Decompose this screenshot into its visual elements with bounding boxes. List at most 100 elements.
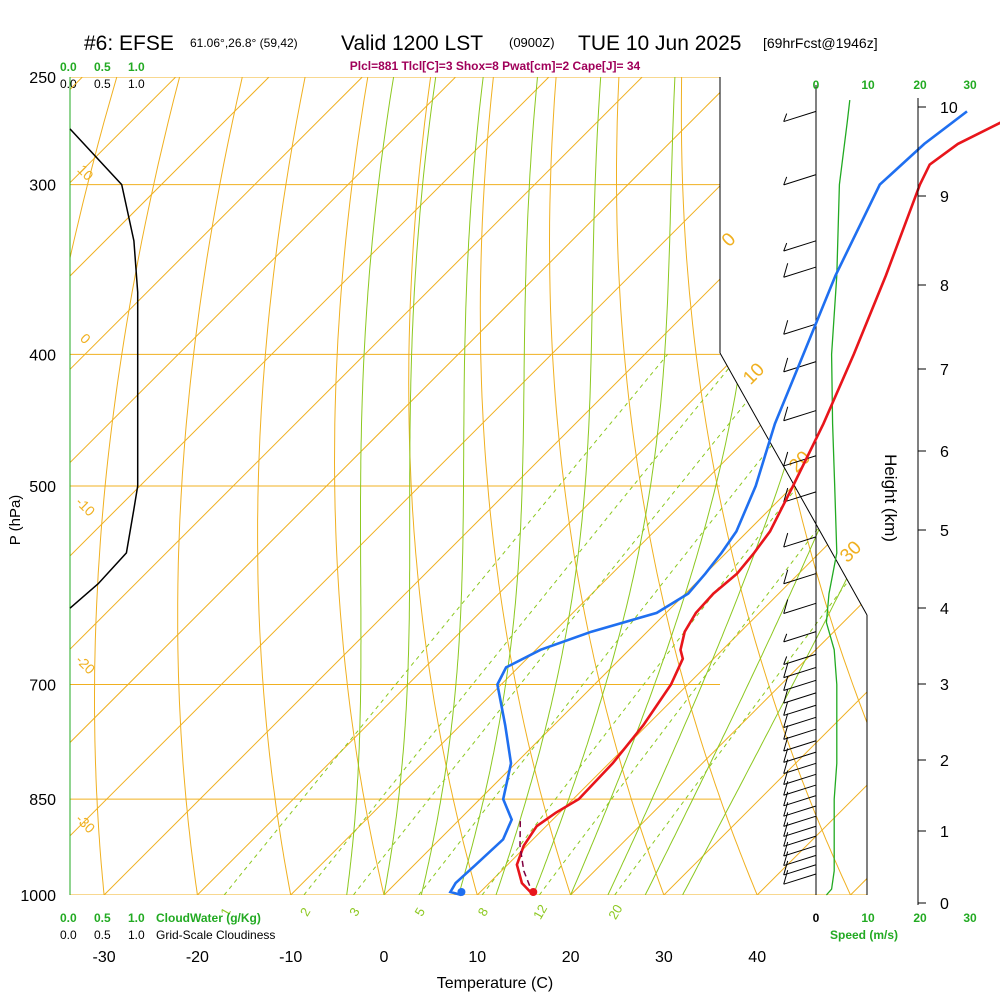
wind-barb — [783, 701, 817, 716]
wind-barb-staff — [783, 455, 817, 467]
wind-barb-staff — [783, 740, 817, 752]
height-tick-label: 9 — [940, 189, 949, 206]
valid-zulu: (0900Z) — [509, 35, 555, 50]
wind-barb — [783, 569, 817, 585]
x-tick-label: 20 — [562, 949, 580, 966]
wind-barb-staff — [783, 692, 817, 704]
moist-adiabat-line — [346, 77, 395, 895]
isotherm-line — [197, 77, 867, 895]
height-tick-label: 1 — [940, 824, 949, 841]
wind-barb — [783, 802, 817, 817]
wind-barb-staff — [783, 773, 817, 785]
pressure-tick-label: 850 — [29, 792, 56, 809]
wind-barb-flag — [783, 870, 789, 885]
pressure-tick-label: 500 — [29, 479, 56, 496]
wind-barb-staff — [783, 784, 817, 796]
pressure-tick-label: 250 — [29, 70, 56, 87]
parcel-path — [519, 820, 534, 896]
height-axis-label: Height (km) — [881, 454, 900, 542]
wind-barb-staff — [783, 491, 817, 503]
cloudiness-tick-bottom: 0.0 — [60, 928, 77, 942]
wind-barb — [783, 451, 817, 467]
wind-barb-staff — [783, 835, 817, 847]
wind-barb-staff — [783, 795, 817, 807]
wind-barb-staff — [783, 815, 817, 827]
height-tick-label: 8 — [940, 278, 949, 295]
wind-barb — [783, 110, 817, 123]
surface-temperature-dot — [529, 888, 538, 896]
wind-barb — [783, 832, 817, 847]
cloudiness-legend: Grid-Scale Cloudiness — [156, 928, 275, 942]
wind-barb-flag — [783, 713, 789, 728]
x-axis-label: Temperature (C) — [437, 975, 553, 992]
isotherm-line — [70, 77, 363, 895]
valid-date: TUE 10 Jun 2025 — [578, 32, 741, 55]
wind-barb-flag — [783, 860, 789, 876]
wind-barb-flag — [783, 725, 789, 740]
wind-barb-staff — [783, 323, 817, 335]
wind-barb-staff — [783, 728, 817, 740]
wind-barb-flag — [783, 822, 789, 837]
surface-dewpoint-dot — [457, 888, 466, 896]
wind-barb-staff — [783, 174, 817, 186]
wind-barb-flag — [783, 176, 788, 186]
pressure-tick-label: 300 — [29, 178, 56, 195]
wind-barb-staff — [783, 410, 817, 422]
wind-barb-staff — [783, 110, 817, 123]
wind-barb — [783, 841, 817, 857]
pressure-tick-label: 1000 — [20, 888, 56, 905]
wind-barb-staff — [783, 602, 817, 615]
height-tick-label: 3 — [940, 677, 949, 694]
wind-barb-flag — [783, 736, 789, 752]
wind-barb — [783, 822, 817, 837]
wind-barb — [783, 688, 817, 704]
wind-barb — [783, 860, 817, 876]
wind-barb — [783, 631, 817, 643]
mixing-ratio-label: 12 — [530, 902, 550, 922]
wind-barb — [783, 320, 817, 335]
mixing-ratio-label: 20 — [605, 902, 625, 922]
height-tick-label: 10 — [940, 100, 958, 117]
wind-barb-staff — [783, 536, 817, 548]
wind-barb-flag — [783, 676, 789, 691]
wind-barb — [783, 791, 817, 807]
wind-barb-flag — [783, 406, 789, 421]
x-tick-label: -10 — [279, 949, 302, 966]
wind-barb-staff — [783, 679, 817, 691]
wind-barb — [783, 713, 817, 729]
wind-barb-flag — [783, 812, 789, 827]
dry-adiabat-line — [94, 77, 187, 895]
cloudiness-tick-bottom: 0.5 — [94, 928, 111, 942]
wind-barb-flag — [783, 841, 789, 857]
dry-adiabat-line — [408, 77, 487, 895]
wind-barb — [783, 870, 817, 885]
speed-tick-bottom: 20 — [913, 911, 927, 925]
mixing-ratio-line — [481, 353, 867, 895]
wind-barb — [783, 487, 817, 503]
x-tick-label: 10 — [468, 949, 486, 966]
pressure-tick-label: 400 — [29, 347, 56, 364]
wind-barb-staff — [783, 653, 817, 665]
wind-barb-staff — [783, 666, 817, 679]
y-axis-label: P (hPa) — [7, 495, 24, 546]
height-tick-label: 0 — [940, 896, 949, 913]
cloudwater-legend: CloudWater (g/Kg) — [156, 911, 261, 925]
wind-barb-flag — [783, 320, 789, 335]
wind-barb-flag — [783, 701, 789, 716]
speed-tick-bottom: 10 — [861, 911, 875, 925]
wind-barb — [783, 736, 817, 752]
isotherm-line — [70, 77, 270, 895]
cloudwater-tick-top: 1.0 — [128, 60, 145, 74]
speed-tick-bottom: 30 — [963, 911, 977, 925]
pressure-tick-label: 700 — [29, 678, 56, 695]
cloudwater-tick-top: 0.0 — [60, 60, 77, 74]
station-title: #6: EFSE — [84, 32, 174, 55]
cloudiness-curve — [69, 128, 139, 609]
wind-barb-staff — [783, 704, 817, 716]
wind-barb-flag — [783, 242, 788, 252]
wind-barb-flag — [783, 633, 788, 643]
dry-adiabat-line — [479, 77, 581, 895]
isotherm-line — [70, 77, 456, 895]
wind-barb — [783, 663, 817, 679]
wind-barb — [783, 263, 817, 278]
